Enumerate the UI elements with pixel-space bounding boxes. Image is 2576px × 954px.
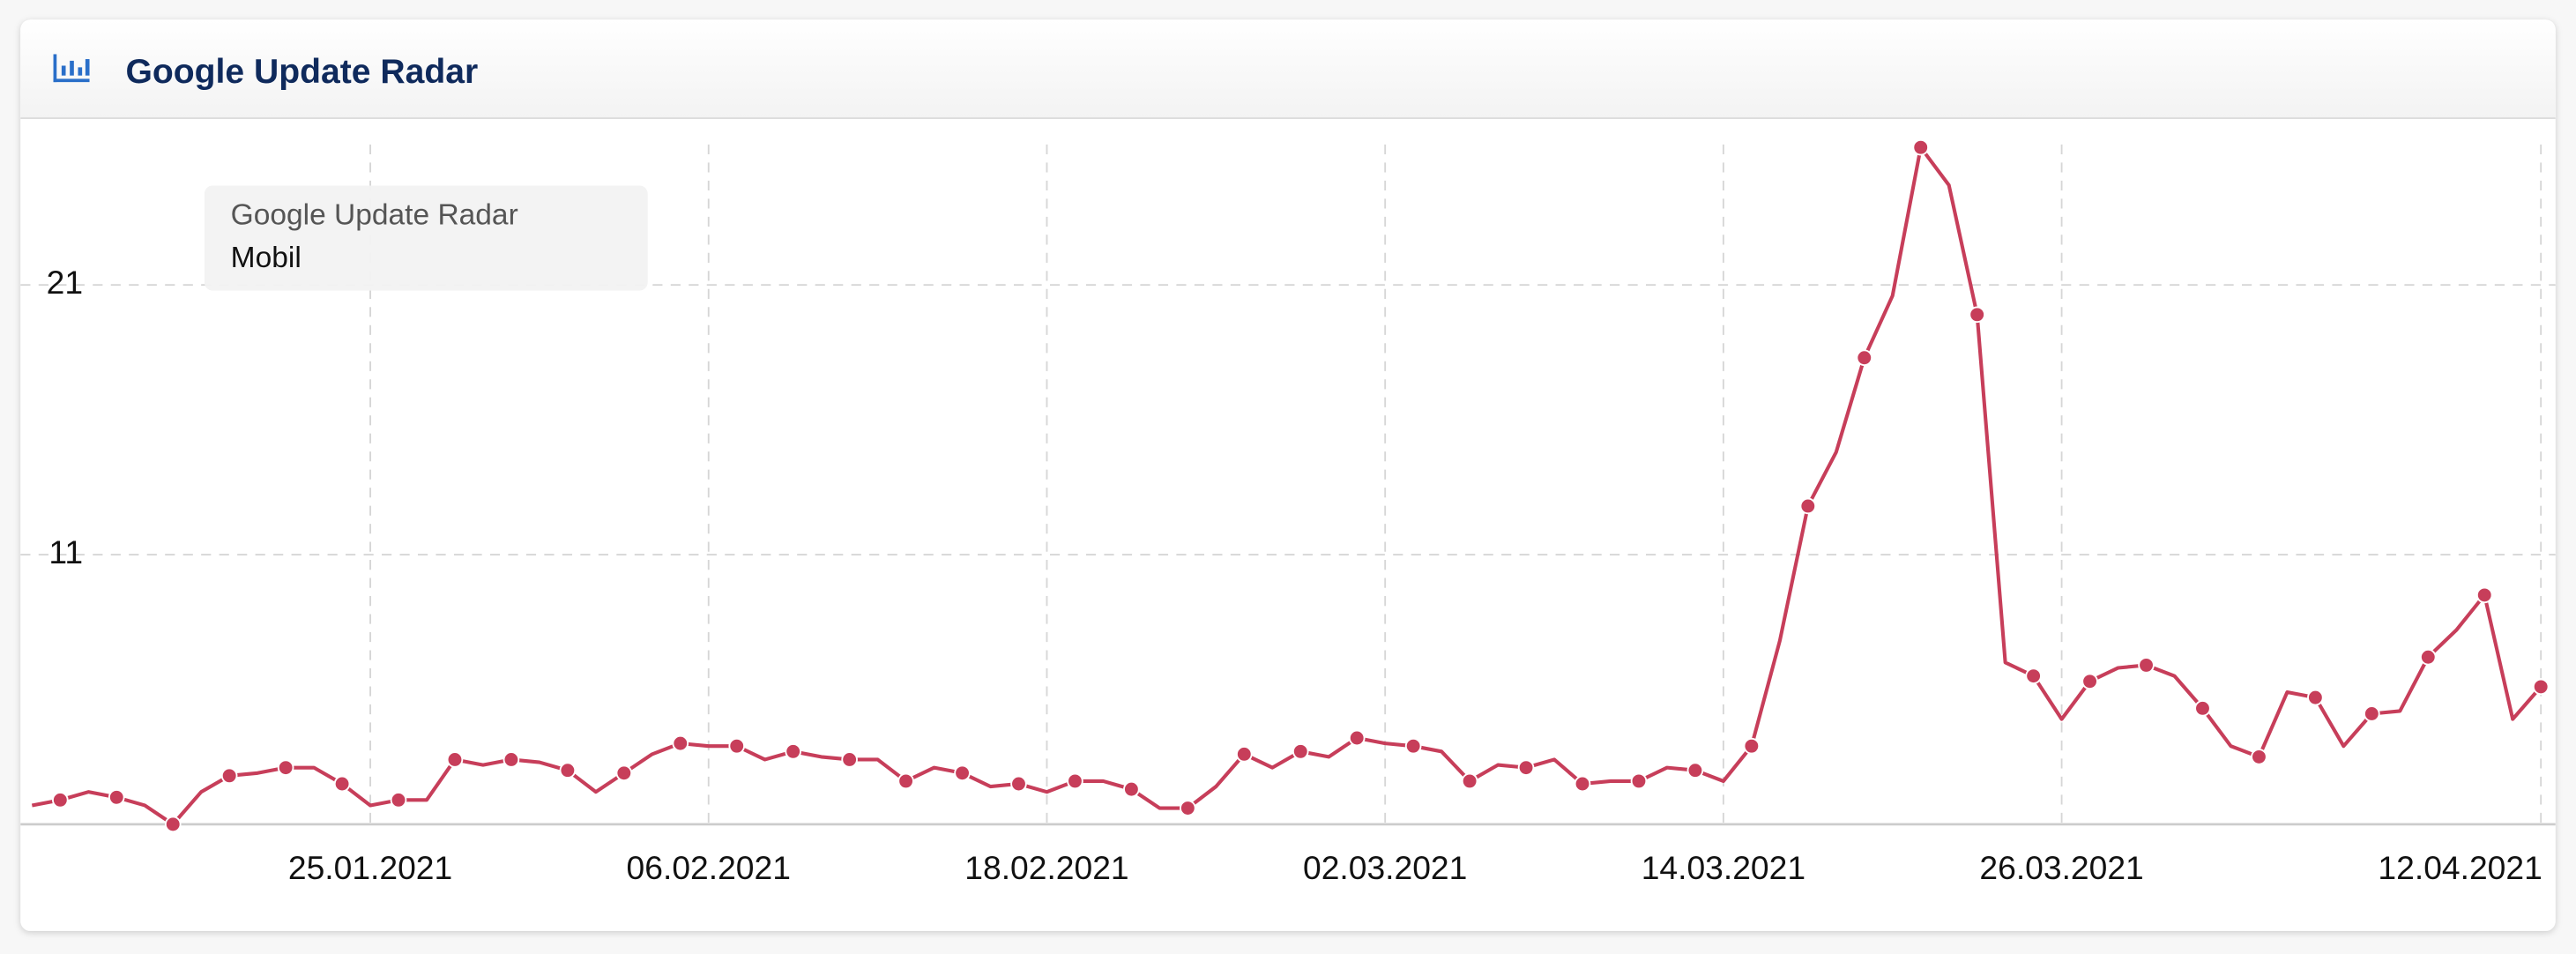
data-point [1799, 497, 1817, 515]
data-point [785, 742, 801, 760]
data-point [1404, 737, 1422, 755]
x-tick-label: 12.04.2021 [2378, 849, 2542, 886]
x-tick-label: 25.01.2021 [288, 849, 452, 886]
data-point [1348, 729, 1366, 747]
data-point [841, 751, 858, 768]
data-point [2025, 667, 2042, 684]
data-point [954, 764, 971, 782]
data-point [51, 792, 69, 809]
data-point [1743, 737, 1761, 755]
data-point [1517, 759, 1535, 776]
data-point [615, 764, 633, 782]
data-point [164, 816, 182, 833]
data-point [1574, 775, 1591, 793]
data-point [2307, 689, 2324, 706]
data-point [1010, 775, 1027, 793]
data-point [1123, 780, 1140, 798]
card-header [20, 19, 2556, 119]
data-point [1180, 800, 1196, 816]
data-point [672, 734, 689, 752]
x-tick-label: 18.02.2021 [964, 849, 1128, 886]
data-point [2475, 586, 2493, 604]
data-point [1686, 762, 1704, 779]
data-point [503, 751, 520, 768]
x-tick-label: 26.03.2021 [1979, 849, 2143, 886]
data-point [1969, 306, 1985, 324]
data-point [2194, 700, 2211, 717]
data-point [1461, 772, 1478, 790]
chart-icon [53, 54, 90, 83]
x-tick-label: 06.02.2021 [627, 849, 791, 886]
data-point [1235, 746, 1253, 763]
y-tick-label: 11 [48, 533, 83, 570]
y-tick-label: 21 [47, 264, 83, 301]
data-point [728, 737, 746, 755]
tooltip-title: Google Update Radar [231, 199, 518, 232]
data-point [390, 792, 407, 809]
data-point [2251, 749, 2267, 765]
data-point [2364, 705, 2380, 722]
data-point [446, 751, 464, 768]
tooltip: Google Update Radar Mobil [204, 185, 648, 291]
tooltip-series: Mobil [231, 242, 302, 274]
data-point [333, 775, 351, 793]
data-point [897, 772, 914, 790]
card [20, 19, 2556, 931]
x-tick-label: 02.03.2021 [1303, 849, 1467, 886]
data-point [220, 767, 238, 785]
data-point [2419, 648, 2437, 666]
data-point [2138, 657, 2155, 674]
data-point [108, 788, 125, 806]
data-point [1912, 138, 1930, 156]
x-tick-label: 14.03.2021 [1642, 849, 1805, 886]
data-point [559, 762, 577, 779]
data-point [1630, 772, 1648, 790]
card-title: Google Update Radar [125, 53, 478, 91]
data-point [1856, 349, 1873, 367]
data-point [277, 759, 294, 776]
data-point [2532, 678, 2550, 696]
series-line [31, 145, 2542, 826]
data-point [1067, 772, 1083, 790]
data-point [2081, 673, 2098, 690]
tooltip-box [204, 185, 648, 291]
data-point [1292, 742, 1309, 760]
